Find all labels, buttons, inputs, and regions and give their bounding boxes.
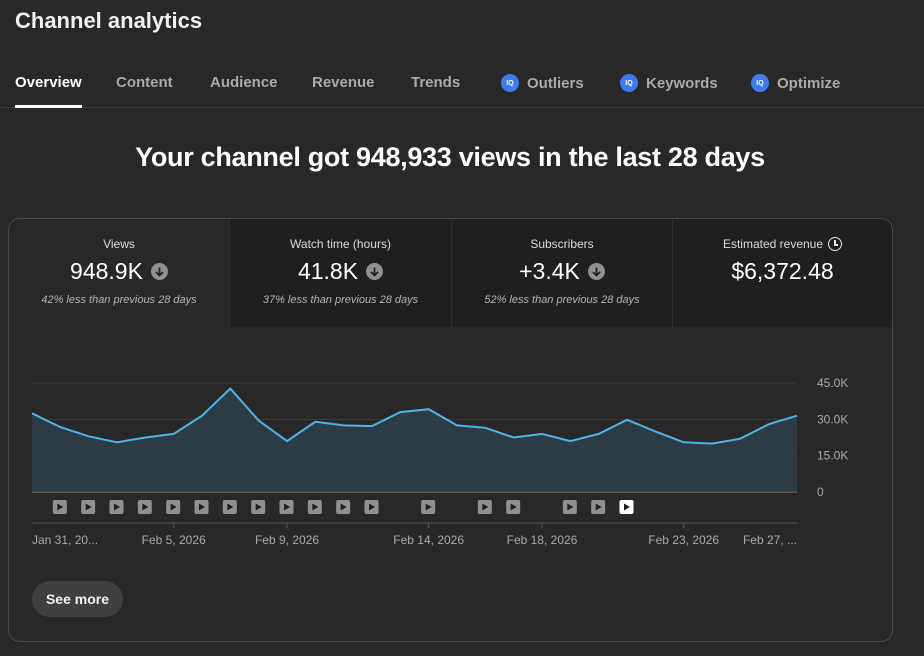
tab-label: Content <box>116 74 173 91</box>
tab-label: Audience <box>210 74 278 91</box>
play-icon <box>567 503 574 511</box>
play-icon <box>482 503 489 511</box>
tab-audience[interactable]: Audience <box>210 74 278 91</box>
tab-trends[interactable]: Trends <box>411 74 460 91</box>
play-icon <box>170 503 177 511</box>
arrow-down-icon <box>366 263 384 280</box>
metric-value: 948.9K <box>70 258 143 284</box>
play-icon <box>624 503 630 511</box>
metric-card-revenue[interactable]: Estimated revenue $6,372.48 <box>672 219 892 327</box>
x-tick-label: Feb 23, 2026 <box>648 533 719 547</box>
metric-label: Subscribers <box>530 237 594 251</box>
x-tick-label: Feb 9, 2026 <box>255 533 319 547</box>
x-tick-label: Jan 31, 20... <box>32 533 98 547</box>
iq-badge-icon: IQ <box>501 74 519 92</box>
active-tab-indicator <box>15 105 82 108</box>
views-area <box>32 388 797 492</box>
play-icon <box>142 503 149 511</box>
play-icon <box>595 503 602 511</box>
x-tick-label: Feb 14, 2026 <box>393 533 464 547</box>
play-icon <box>114 503 120 511</box>
metric-card-watch-time[interactable]: Watch time (hours) 41.8K 37% less than p… <box>229 219 451 327</box>
play-icon <box>255 503 262 511</box>
play-icon <box>284 503 290 511</box>
tab-content[interactable]: Content <box>116 74 173 91</box>
headline: Your channel got 948,933 views in the la… <box>135 142 765 172</box>
tab-optimize[interactable]: IQ Optimize <box>751 74 840 92</box>
play-icon <box>510 503 517 511</box>
play-icon <box>312 503 319 511</box>
y-tick-label: 0 <box>817 485 824 499</box>
arrow-down-icon <box>150 263 168 280</box>
x-tick-label: Feb 18, 2026 <box>507 533 578 547</box>
metric-comparison: 37% less than previous 28 days <box>262 294 419 306</box>
y-tick-label: 30.0K <box>817 412 848 426</box>
play-icon <box>369 503 375 511</box>
metric-cards: Views 948.9K 42% less than previous 28 d… <box>9 219 892 327</box>
tab-outliers[interactable]: IQ Outliers <box>501 74 584 92</box>
metric-card-views[interactable]: Views 948.9K 42% less than previous 28 d… <box>9 219 229 327</box>
play-icon <box>85 503 92 511</box>
metric-comparison: 52% less than previous 28 days <box>484 294 640 306</box>
play-icon <box>57 503 64 511</box>
y-tick-label: 15.0K <box>817 449 848 463</box>
tab-label: Trends <box>411 74 461 91</box>
see-more-button[interactable]: See more <box>32 581 123 617</box>
tab-label: Overview <box>15 74 82 91</box>
tab-label: Outliers <box>527 74 584 92</box>
arrow-down-icon <box>587 263 605 280</box>
page-title: Channel analytics <box>15 8 203 33</box>
x-tick-label: Feb 5, 2026 <box>142 533 206 547</box>
views-line <box>31 387 798 445</box>
tab-label: Optimize <box>777 74 841 92</box>
tab-label: Keywords <box>646 74 718 92</box>
metric-label: Watch time (hours) <box>290 237 391 251</box>
clock-icon <box>828 237 843 251</box>
tab-keywords[interactable]: IQ Keywords <box>620 74 718 92</box>
metric-label: Estimated revenue <box>722 237 824 251</box>
tab-revenue[interactable]: Revenue <box>312 74 375 91</box>
tab-bar: Overview Content Audience Revenue Trends… <box>0 60 924 108</box>
play-icon <box>425 503 432 511</box>
metric-value: $6,372.48 <box>731 258 834 284</box>
play-icon <box>340 503 347 511</box>
metric-card-subscribers[interactable]: Subscribers +3.4K 52% less than previous… <box>451 219 672 327</box>
iq-badge-icon: IQ <box>751 74 769 92</box>
iq-badge-icon: IQ <box>620 74 638 92</box>
metric-comparison: 42% less than previous 28 days <box>41 294 197 306</box>
metric-label: Views <box>103 237 135 251</box>
play-icon <box>199 503 205 511</box>
x-tick-label: Feb 27, ... <box>743 533 797 547</box>
metric-value: 41.8K <box>297 258 359 284</box>
metric-value: +3.4K <box>519 258 580 284</box>
tab-label: Revenue <box>312 74 375 91</box>
play-icon <box>227 503 234 511</box>
tab-overview[interactable]: Overview <box>15 74 82 108</box>
y-tick-label: 45.0K <box>817 376 848 390</box>
